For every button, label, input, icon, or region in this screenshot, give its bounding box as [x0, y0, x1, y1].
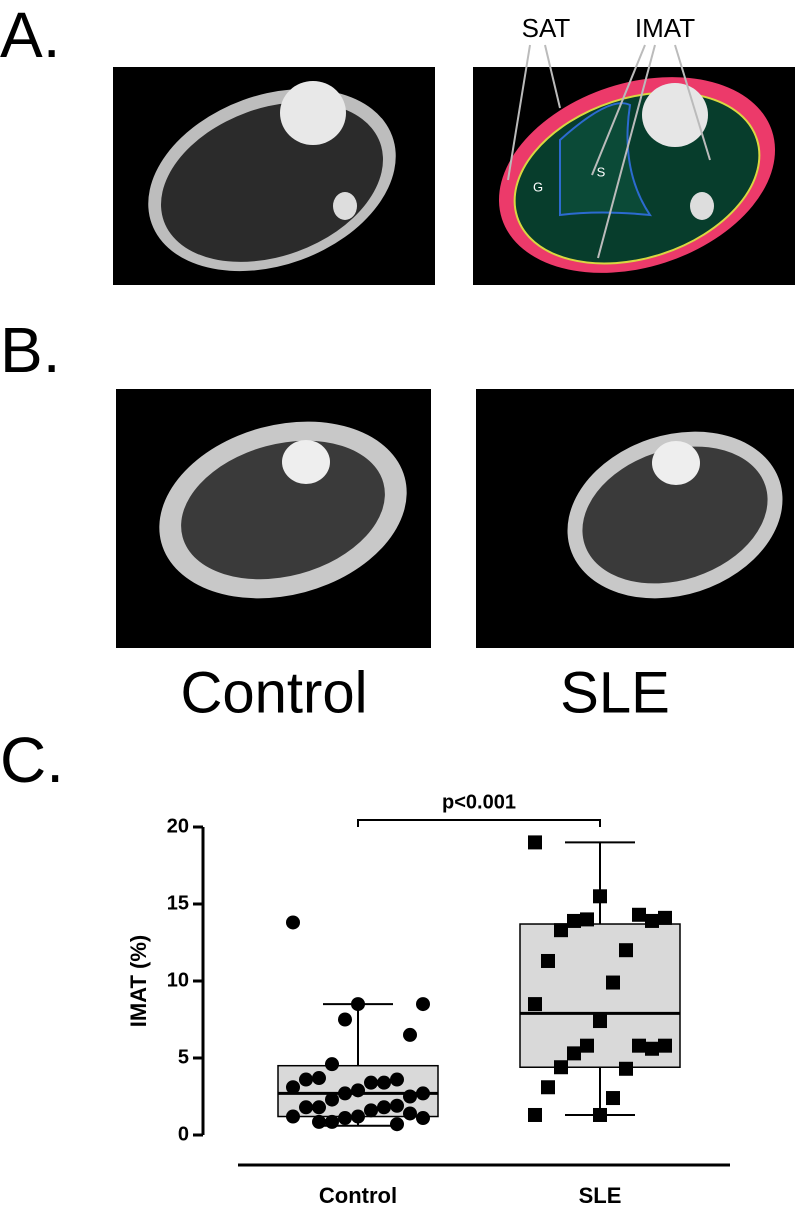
mri-bone [642, 83, 708, 147]
mri-bone [652, 441, 700, 485]
data-point [312, 1071, 326, 1086]
data-point [286, 1080, 300, 1095]
annotation-leaders [507, 44, 711, 259]
data-point [364, 1075, 378, 1090]
data-point [299, 1072, 313, 1087]
significance-bracket [357, 819, 601, 827]
data-point [658, 1038, 672, 1053]
data-point [416, 997, 430, 1012]
annotation: G [533, 179, 543, 194]
data-point [390, 1117, 404, 1132]
data-point [338, 1111, 352, 1126]
soleus-outline [559, 102, 653, 217]
data-point [403, 1106, 417, 1121]
data-point [312, 1100, 326, 1115]
data-point [528, 997, 542, 1012]
data-point [645, 1041, 659, 1056]
data-point [377, 1075, 391, 1090]
panel-label: A. [0, 0, 60, 71]
data-point [403, 1027, 417, 1042]
data-point [338, 1086, 352, 1101]
data-point [286, 915, 300, 930]
y-tick-label: 5 [178, 1046, 189, 1068]
data-point [541, 953, 555, 968]
y-axis-label: IMAT (%) [126, 935, 151, 1027]
annotation: S [597, 164, 606, 179]
data-point [299, 1100, 313, 1115]
data-point [403, 1089, 417, 1104]
annotation: SAT [522, 13, 571, 43]
data-point [645, 913, 659, 928]
data-point [658, 910, 672, 925]
mri-muscle [161, 102, 383, 262]
x-tick-label: SLE [579, 1183, 622, 1207]
mri-bone [282, 440, 330, 484]
data-point [325, 1057, 339, 1072]
mri-bone [280, 81, 346, 145]
data-point [580, 1038, 594, 1053]
data-point [351, 997, 365, 1012]
data-point [325, 1114, 339, 1129]
caption: Control [181, 660, 368, 725]
data-point [619, 943, 633, 958]
panel-label: C. [0, 724, 64, 796]
data-point [351, 1109, 365, 1124]
data-point [364, 1103, 378, 1118]
data-point [632, 907, 646, 922]
data-point [528, 1107, 542, 1122]
data-point [338, 1012, 352, 1027]
data-point [377, 1100, 391, 1115]
data-point [606, 975, 620, 990]
data-point [312, 1114, 326, 1129]
data-point [567, 913, 581, 928]
data-point [416, 1111, 430, 1126]
data-point [593, 889, 607, 904]
y-tick-label: 10 [167, 969, 189, 991]
data-point [541, 1080, 555, 1095]
data-point [567, 1046, 581, 1061]
data-point [325, 1092, 339, 1107]
y-tick-label: 15 [167, 892, 189, 914]
data-point [580, 912, 594, 927]
significance-label: p<0.001 [442, 791, 516, 813]
data-point [390, 1098, 404, 1113]
box-plot: 0 5 10 15 20 IMAT (%) Control SLE p<0.001 [126, 791, 730, 1208]
x-tick-label: Control [319, 1183, 397, 1207]
data-point [593, 1014, 607, 1029]
mri-muscle [181, 440, 385, 580]
data-point [554, 1060, 568, 1075]
annotation: IMAT [635, 13, 695, 43]
mri-muscle [582, 446, 768, 584]
data-point [632, 1038, 646, 1053]
data-point [554, 923, 568, 938]
data-point [528, 835, 542, 850]
y-tick-label: 0 [178, 1123, 189, 1145]
data-point [593, 1107, 607, 1122]
mri-bone [690, 192, 714, 220]
caption: SLE [560, 660, 670, 725]
data-point [606, 1091, 620, 1106]
data-point [416, 1086, 430, 1101]
data-point [390, 1072, 404, 1087]
data-point [351, 1083, 365, 1098]
y-tick-label: 20 [167, 815, 189, 837]
mri-bone [333, 192, 357, 220]
data-point [619, 1061, 633, 1076]
panel-label: B. [0, 314, 60, 386]
data-point [286, 1109, 300, 1124]
